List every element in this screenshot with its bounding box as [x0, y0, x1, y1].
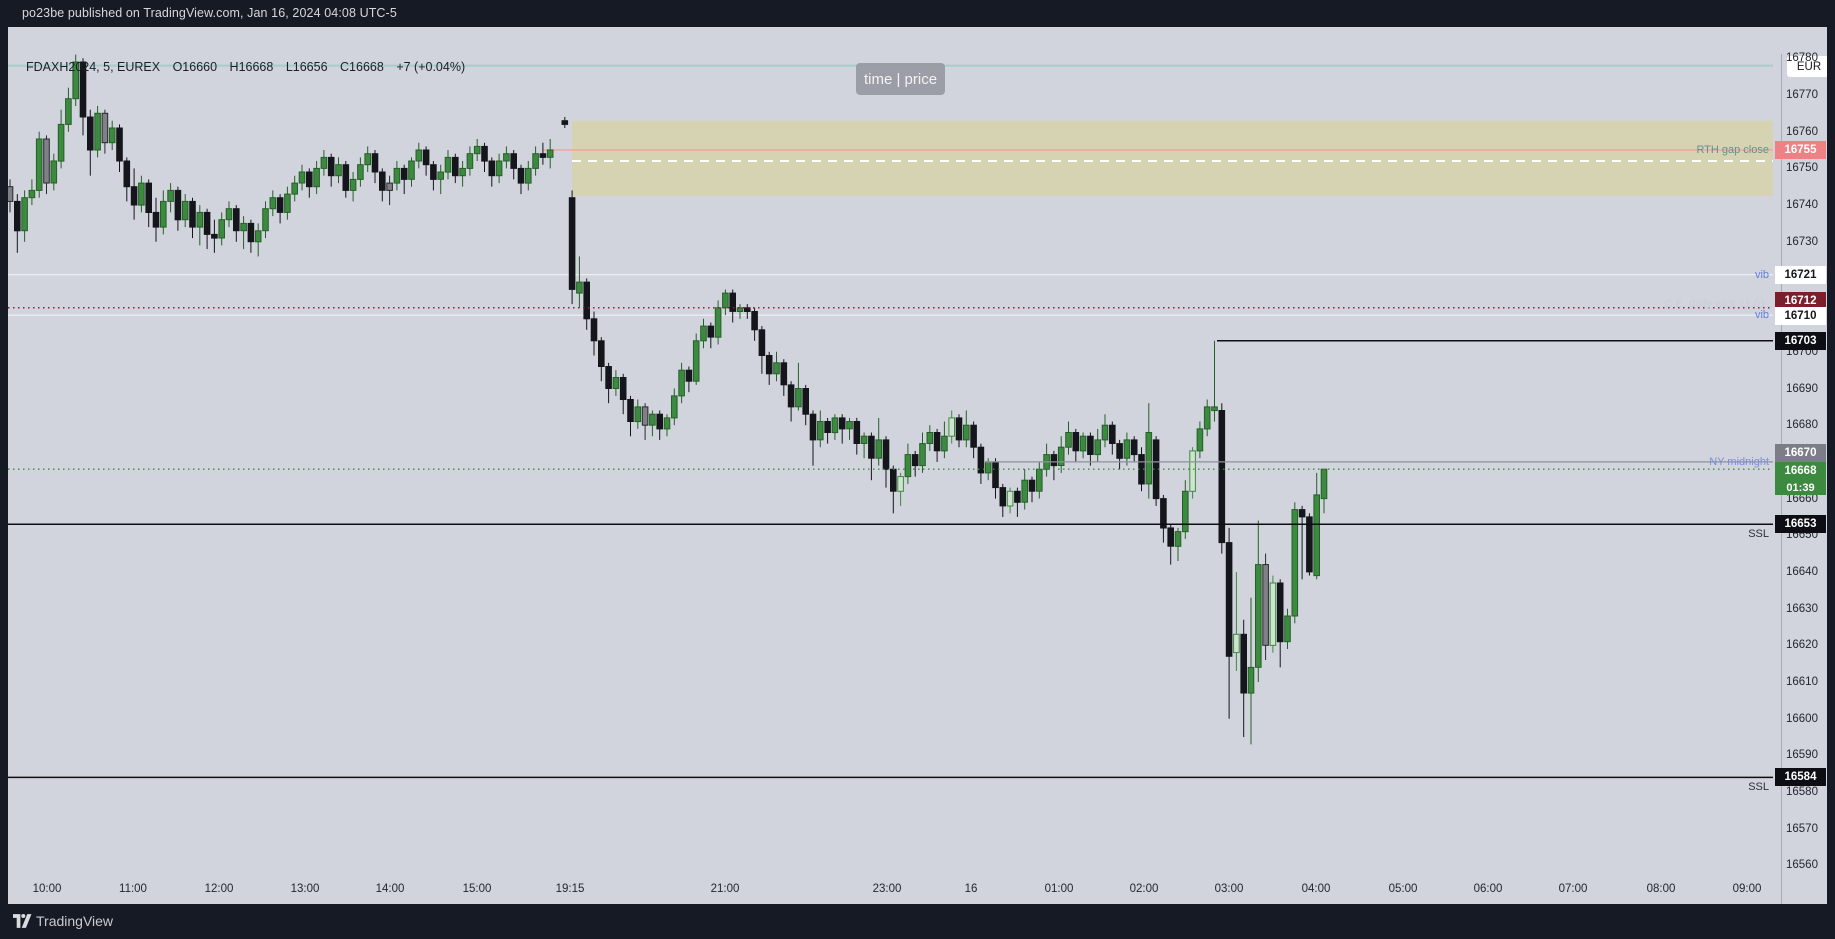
time-label: 04:00 — [1301, 883, 1331, 895]
time-label: 13:00 — [290, 883, 320, 895]
symbol-title: FDAXH2024, 5, EUREX — [26, 60, 161, 74]
candlestick-chart-pane[interactable] — [8, 27, 1835, 904]
rth-gap-zone[interactable] — [572, 120, 1773, 196]
time-label: 10:00 — [32, 883, 62, 895]
time-label: 03:00 — [1214, 883, 1244, 895]
price-badge-ce-daily-wick: 16712 — [1775, 291, 1826, 310]
time-label: 21:00 — [710, 883, 740, 895]
chart-card: FDAXH2024, 5, EUREX O16660 H16668 L16656… — [8, 27, 1835, 931]
price-tick: 16580 — [1786, 786, 1818, 799]
time-label: 14:00 — [375, 883, 405, 895]
price-tick: 16560 — [1786, 859, 1818, 872]
price-tick: 16780 — [1786, 52, 1818, 65]
price-badge-last-price: 16668 — [1775, 462, 1826, 481]
level-label-ce-daily-wick: C.E. daily wick 11.01. — [1664, 297, 1769, 310]
level-label-rth-gap-close: RTH gap close — [1696, 144, 1769, 157]
price-tick: 16640 — [1786, 565, 1818, 578]
price-tick: 16770 — [1786, 89, 1818, 101]
ohlc-change: +7 (+0.04%) — [396, 60, 466, 74]
ohlc-low: L16656 — [285, 60, 328, 74]
time-label: 11:00 — [119, 883, 147, 895]
published-by-text: po23be published on TradingView.com, Jan… — [22, 6, 397, 20]
time-label: 12:00 — [204, 883, 234, 895]
ohlc-high: H16668 — [229, 60, 274, 74]
time-label: 15:00 — [462, 883, 492, 895]
symbol-legend[interactable]: FDAXH2024, 5, EUREX O16660 H16668 L16656… — [26, 60, 474, 74]
price-badge-spike-high: 16703 — [1775, 331, 1826, 350]
price-tick: 16750 — [1786, 162, 1818, 175]
price-tick: 16730 — [1786, 235, 1818, 248]
plot-content — [8, 54, 1773, 779]
price-tick: 16660 — [1786, 492, 1818, 505]
price-tick: 16740 — [1786, 199, 1818, 212]
price-tick: 16570 — [1786, 822, 1818, 835]
price-tick: 16630 — [1786, 602, 1818, 615]
time-label: 08:00 — [1646, 883, 1676, 895]
bar-countdown-badge: 01:39 — [1775, 480, 1826, 496]
time-price-hint-badge: time | price — [856, 63, 945, 95]
price-tick: 16610 — [1786, 676, 1818, 689]
price-tick: 16590 — [1786, 749, 1818, 762]
price-badge-vib-lower: 16710 — [1775, 307, 1826, 326]
footer-bar: TradingView — [0, 904, 1835, 939]
price-tick: 16620 — [1786, 639, 1818, 652]
level-label-ssl-upper: SSL — [1748, 528, 1769, 541]
tradingview-logo-icon[interactable] — [13, 913, 32, 934]
time-label: 09:00 — [1732, 883, 1762, 895]
tradingview-brand-text[interactable]: TradingView — [36, 913, 114, 929]
time-label: 05:00 — [1388, 883, 1418, 895]
level-label-ssl-lower: SSL — [1748, 781, 1769, 794]
price-tick: 16760 — [1786, 125, 1818, 138]
publish-info-bar: po23be published on TradingView.com, Jan… — [0, 0, 1835, 27]
time-label: 19:15 — [555, 883, 585, 895]
level-label-ny-midnight: NY midnight — [1709, 455, 1769, 468]
price-tick: 16680 — [1786, 419, 1818, 432]
time-label: 02:00 — [1129, 883, 1159, 895]
time-label: 06:00 — [1473, 883, 1503, 895]
time-label: 16 — [964, 883, 978, 895]
level-label-vib-lower: vib — [1754, 309, 1769, 322]
price-tick: 16600 — [1786, 712, 1818, 725]
right-frame-strip — [1827, 0, 1835, 939]
price-badge-vib-upper: 16721 — [1775, 265, 1826, 284]
time-label: 07:00 — [1558, 883, 1588, 895]
price-badge-ny-midnight: 16670 — [1775, 443, 1826, 462]
time-label: 01:00 — [1044, 883, 1074, 895]
price-badge-rth-gap-close: 16755 — [1775, 141, 1826, 160]
candlestick-series — [8, 54, 1328, 745]
price-badge-ssl-lower: 16584 — [1775, 768, 1826, 787]
time-label: 23:00 — [872, 883, 902, 895]
ohlc-close: C16668 — [340, 60, 384, 74]
currency-badge: EUR — [1787, 56, 1831, 77]
price-badge-ssl-upper: 16653 — [1775, 515, 1826, 534]
ohlc-open: O16660 — [172, 60, 218, 74]
level-label-vib-upper: vib — [1754, 268, 1769, 281]
price-tick: 16690 — [1786, 382, 1818, 395]
